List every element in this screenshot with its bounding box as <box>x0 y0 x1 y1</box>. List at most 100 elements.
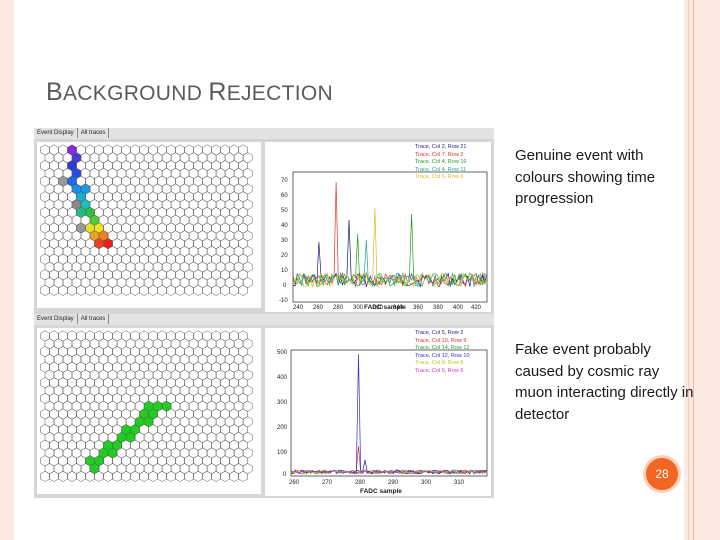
bottom-x-axis-label: FADC sample <box>360 488 402 495</box>
hex-cell <box>103 284 113 296</box>
hex-cell <box>202 284 212 296</box>
hex-cell <box>85 470 95 482</box>
slide-frame-left <box>0 0 14 540</box>
hex-cell <box>85 284 95 296</box>
top-y-tick: 30 <box>281 238 288 244</box>
hex-cell <box>112 284 122 296</box>
hex-cell <box>121 284 131 296</box>
bottom-hex-display <box>37 328 261 494</box>
bottom-x-tick: 270 <box>322 480 333 486</box>
top-trace-svg <box>292 171 488 303</box>
bottom-tab-all-traces[interactable]: All traces <box>78 314 110 324</box>
bottom-legend-entry: Trace, Col 12, Row 10 <box>415 352 470 359</box>
hex-cell <box>166 470 176 482</box>
title-initial-r: R <box>208 78 227 106</box>
hex-cell <box>184 470 194 482</box>
trace-line <box>292 219 488 288</box>
bottom-x-tick: 260 <box>289 480 300 486</box>
hex-cell <box>67 284 77 296</box>
bottom-trace-svg <box>290 349 488 477</box>
trace-line <box>290 445 488 475</box>
top-x-tick: 240 <box>293 305 304 311</box>
hex-cell <box>103 470 113 482</box>
bottom-y-tick: 200 <box>277 425 288 431</box>
top-y-tick: 0 <box>283 283 287 289</box>
plot-frame <box>290 349 488 477</box>
bottom-y-tick: 0 <box>283 472 287 478</box>
hex-cell <box>238 470 248 482</box>
top-hex-display <box>37 142 261 308</box>
top-y-tick: 50 <box>281 208 288 214</box>
hex-cell <box>193 470 203 482</box>
hex-cell <box>166 284 176 296</box>
trace-line <box>292 207 488 288</box>
hex-cell <box>139 284 149 296</box>
hex-cell <box>67 470 77 482</box>
hex-cell <box>40 470 50 482</box>
trace-line <box>290 469 488 475</box>
bottom-tab-bar: Event Display All traces <box>34 314 494 325</box>
hex-cell <box>229 284 239 296</box>
bottom-y-tick: 500 <box>277 350 288 356</box>
hex-cell <box>175 284 185 296</box>
hex-cell <box>130 470 140 482</box>
bottom-x-tick: 300 <box>421 480 432 486</box>
event-display-figure: Event Display All traces Trace, Col 2, Ro… <box>34 128 494 498</box>
hex-cell <box>76 284 86 296</box>
slide-frame-line <box>693 0 694 540</box>
bottom-hex-grid <box>40 330 253 482</box>
bottom-y-tick: 100 <box>277 450 288 456</box>
hex-cell <box>148 470 158 482</box>
top-y-tick: 40 <box>281 223 288 229</box>
title-word-2: EJECTION <box>226 82 333 105</box>
bottom-tab-event-display[interactable]: Event Display <box>34 314 78 324</box>
top-y-tick: 60 <box>281 193 288 199</box>
top-trace-plot: Trace, Col 2, Row 21 Trace, Col 7, Row 2… <box>265 142 491 312</box>
trace-line <box>290 353 488 475</box>
trace-line <box>292 213 488 288</box>
bottom-legend-entry: Trace, Col 8, Row 8 <box>415 360 464 366</box>
hex-cell <box>238 284 248 296</box>
top-x-tick: 280 <box>333 305 344 311</box>
hex-cell <box>211 470 221 482</box>
bottom-trace-plot: Trace, Col 5, Row 2 Trace, Col 10, Row 9… <box>265 328 491 496</box>
caption-fake-event: Fake event probably caused by cosmic ray… <box>515 341 694 423</box>
top-legend-entry: Trace, Col 6, Row 6 <box>415 174 464 180</box>
hex-cell <box>148 284 158 296</box>
hex-cell <box>49 470 59 482</box>
hex-cell <box>58 470 68 482</box>
top-x-tick: 320 <box>373 305 384 311</box>
top-x-tick: 300 <box>353 305 364 311</box>
trace-line <box>292 239 488 288</box>
page-number-badge: 28 <box>643 455 681 493</box>
title-initial-b: B <box>46 78 63 106</box>
top-legend-entry: Trace, Col 4, Row 11 <box>415 166 467 173</box>
plot-frame <box>292 171 488 303</box>
bottom-x-tick: 310 <box>454 480 465 486</box>
hex-cell <box>220 470 230 482</box>
top-x-tick: 420 <box>471 305 482 311</box>
bottom-x-tick: 290 <box>388 480 399 486</box>
bottom-legend-entry: Trace, Col 6, Row 6 <box>415 367 464 374</box>
bottom-legend-entry: Trace, Col 14, Row 12 <box>415 345 470 351</box>
hex-cell <box>49 284 59 296</box>
slide-frame-right <box>684 0 720 540</box>
top-legend-entry: Trace, Col 4, Row 16 <box>415 159 467 165</box>
bottom-legend-entry: Trace, Col 5, Row 2 <box>415 330 464 336</box>
bottom-legend: Trace, Col 5, Row 2 Trace, Col 10, Row 9… <box>415 330 470 375</box>
hex-cell <box>76 470 86 482</box>
trace-line <box>292 181 488 288</box>
top-legend-entry: Trace, Col 7, Row 2 <box>415 151 464 158</box>
top-tab-event-display[interactable]: Event Display <box>34 128 78 138</box>
hex-cell <box>220 284 230 296</box>
trace-line <box>290 469 488 475</box>
hex-cell <box>211 284 221 296</box>
hex-cell <box>94 470 104 482</box>
hex-cell <box>112 470 122 482</box>
top-tab-bar: Event Display All traces <box>34 128 494 139</box>
hex-cell <box>229 470 239 482</box>
hex-cell <box>175 470 185 482</box>
top-y-tick: 70 <box>281 178 288 184</box>
top-tab-all-traces[interactable]: All traces <box>78 128 110 138</box>
bottom-x-tick: 280 <box>355 480 366 486</box>
